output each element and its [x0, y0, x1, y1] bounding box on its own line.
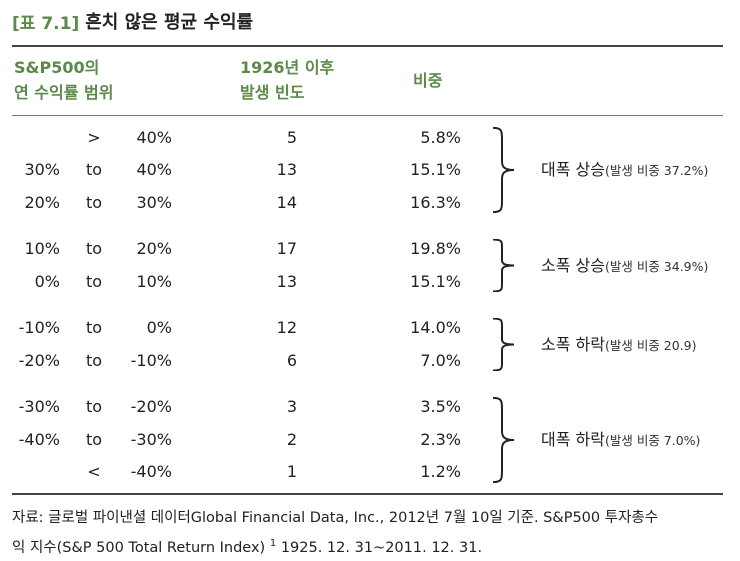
group-label-sub: (발생 비중 20.9) [604, 338, 697, 353]
group-label-sub: (발생 비중 34.9%) [604, 259, 709, 274]
header-range-line1: S&P500의 [14, 58, 100, 77]
header-range-line2: 연 수익률 범위 [14, 83, 114, 102]
row-to: -10% [130, 351, 172, 370]
top-rule [12, 45, 723, 47]
row-operator: to [85, 351, 103, 370]
table-title-text: 흔치 않은 평균 수익률 [85, 12, 254, 33]
header-range: S&P500의 연 수익률 범위 [14, 55, 113, 105]
row-operator: to [85, 160, 103, 179]
footnote-marker: 1 [269, 538, 277, 549]
row-percent: 15.1% [410, 272, 461, 291]
row-count: 12 [276, 318, 297, 337]
row-operator: to [85, 239, 103, 258]
row-count: 13 [276, 272, 297, 291]
header-frequency: 1926년 이후 발생 빈도 [240, 55, 334, 105]
group-brace-large-fall [490, 397, 516, 483]
row-operator: to [85, 193, 103, 212]
row-operator: > [87, 128, 101, 147]
header-frequency-line1: 1926년 이후 [240, 58, 335, 77]
row-to: -40% [130, 462, 172, 481]
group-brace-small-rise [490, 239, 516, 292]
row-to: -30% [130, 430, 172, 449]
row-operator: < [87, 462, 101, 481]
bottom-rule [12, 493, 723, 495]
group-label-small-fall: 소폭 하락(발생 비중 20.9) [541, 333, 697, 357]
row-percent: 19.8% [410, 239, 461, 258]
row-count: 2 [286, 430, 297, 449]
row-to: 10% [136, 272, 172, 291]
row-to: 40% [136, 128, 172, 147]
row-to: 30% [136, 193, 172, 212]
group-label-sub: (발생 비중 7.0%) [604, 433, 701, 448]
header-frequency-line2: 발생 빈도 [240, 83, 305, 102]
group-label-small-rise: 소폭 상승(발생 비중 34.9%) [541, 254, 708, 278]
footnote-line2: 익 지수(S&P 500 Total Return Index) 1 1925.… [12, 531, 727, 561]
group-label-sub: (발생 비중 37.2%) [604, 163, 709, 178]
row-count: 17 [276, 239, 297, 258]
row-count: 1 [286, 462, 297, 481]
header-rule [12, 115, 723, 116]
row-operator: to [85, 430, 103, 449]
row-percent: 1.2% [420, 462, 461, 481]
row-from: -30% [18, 397, 60, 416]
row-count: 14 [276, 193, 297, 212]
header-ratio: 비중 [413, 71, 443, 90]
row-percent: 14.0% [410, 318, 461, 337]
source-footnote: 자료: 글로벌 파이낸셜 데이터Global Financial Data, I… [12, 506, 727, 561]
group-label-large-rise: 대폭 상승(발생 비중 37.2%) [541, 158, 708, 182]
footnote-line2-text: 익 지수(S&P 500 Total Return Index) [12, 539, 266, 556]
group-brace-large-rise [490, 127, 516, 213]
row-count: 5 [286, 128, 297, 147]
row-operator: to [85, 318, 103, 337]
row-from: 30% [24, 160, 60, 179]
row-from: 10% [24, 239, 60, 258]
row-percent: 5.8% [420, 128, 461, 147]
row-percent: 3.5% [420, 397, 461, 416]
row-to: 0% [146, 318, 172, 337]
row-percent: 15.1% [410, 160, 461, 179]
row-from: 0% [34, 272, 60, 291]
row-to: 40% [136, 160, 172, 179]
footnote-line1: 자료: 글로벌 파이낸셜 데이터Global Financial Data, I… [12, 510, 659, 526]
row-count: 13 [276, 160, 297, 179]
table-number: [표 7.1] [12, 13, 80, 34]
group-label-main: 소폭 상승 [541, 256, 605, 275]
row-percent: 16.3% [410, 193, 461, 212]
row-operator: to [85, 272, 103, 291]
group-label-main: 소폭 하락 [541, 335, 605, 354]
row-from: 20% [24, 193, 60, 212]
row-operator: to [85, 397, 103, 416]
row-count: 3 [286, 397, 297, 416]
group-label-large-fall: 대폭 하락(발생 비중 7.0%) [541, 428, 700, 452]
row-from: -40% [18, 430, 60, 449]
group-label-main: 대폭 상승 [541, 160, 605, 179]
row-from: -20% [18, 351, 60, 370]
row-percent: 2.3% [420, 430, 461, 449]
row-percent: 7.0% [420, 351, 461, 370]
group-brace-small-fall [490, 318, 516, 371]
row-to: 20% [136, 239, 172, 258]
row-from: -10% [18, 318, 60, 337]
row-count: 6 [286, 351, 297, 370]
row-to: -20% [130, 397, 172, 416]
table-title: [표 7.1] 흔치 않은 평균 수익률 [12, 6, 253, 36]
footnote-period: 1925. 12. 31~2011. 12. 31. [280, 539, 483, 556]
group-label-main: 대폭 하락 [541, 430, 605, 449]
